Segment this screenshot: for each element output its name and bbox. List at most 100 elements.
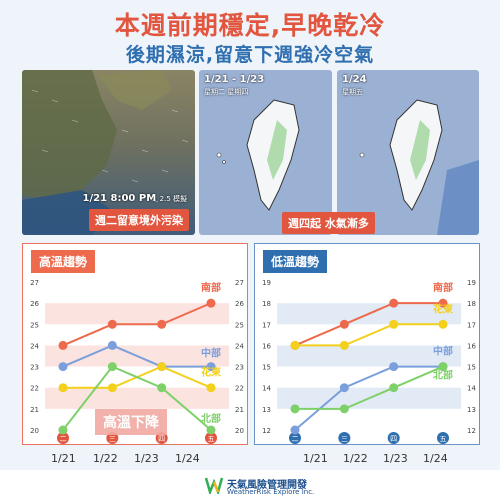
weekday-marker — [338, 432, 351, 444]
series-line — [62, 344, 211, 368]
rain-map-panel-1: 1/21 - 1/23 星期二 星期四 — [199, 70, 332, 235]
data-point — [389, 383, 399, 393]
date-label: 1/22 — [93, 452, 118, 465]
data-point — [389, 298, 399, 308]
data-point — [157, 319, 167, 329]
subtitle: 後期濕涼,留意下週強冷空氣 — [125, 44, 375, 66]
y-tick-label: 23 — [235, 364, 244, 372]
data-point — [206, 362, 216, 372]
y-tick-label: 18 — [467, 300, 476, 308]
data-point — [290, 404, 300, 414]
y-tick-label: 21 — [30, 406, 39, 414]
weekday-label: 三 — [341, 435, 348, 443]
weekday-label: 二 — [60, 435, 67, 443]
high-temp-title: 高溫趨勢 — [31, 250, 96, 273]
low-temp-plot: 12 12 13 13 14 14 15 15 16 16 17 17 18 18 19 19 二 三 四 五 南部花東… — [262, 279, 476, 444]
y-tick-label: 22 — [235, 385, 244, 393]
data-point — [58, 383, 68, 393]
main-title: 本週前期穩定,早晚乾冷 — [114, 11, 386, 40]
data-point — [339, 383, 349, 393]
date-label: 1/22 — [343, 452, 368, 465]
y-tick-label: 24 — [235, 342, 244, 350]
grid-band — [45, 303, 229, 325]
data-point — [339, 319, 349, 329]
high-temp-chart: 20 20 21 21 22 22 23 23 24 24 25 25 26 26 27 27 二 三 四 五 南部 中部… — [22, 243, 248, 445]
y-tick-label: 22 — [30, 385, 39, 393]
data-point — [206, 298, 216, 308]
data-point — [58, 425, 68, 435]
data-point — [58, 340, 68, 350]
weekday-marker — [57, 432, 69, 444]
weekday-label: 三 — [109, 435, 116, 443]
y-tick-label: 14 — [262, 385, 271, 393]
date-label: 1/21 — [51, 452, 76, 465]
series-label: 花東 — [201, 366, 221, 379]
y-tick-label: 25 — [30, 321, 39, 329]
data-point — [389, 319, 399, 329]
y-tick-label: 19 — [262, 279, 271, 287]
weekday-label: 二 — [292, 435, 299, 443]
grid-band — [45, 387, 229, 409]
y-tick-label: 27 — [235, 279, 244, 287]
data-point — [58, 362, 68, 372]
brand-logo-icon — [205, 477, 223, 494]
y-tick-label: 26 — [235, 300, 244, 308]
data-point — [157, 362, 167, 372]
series-label: 中部 — [201, 347, 221, 360]
weekday-marker — [289, 432, 301, 444]
y-tick-label: 16 — [262, 342, 271, 350]
date-label: 1/23 — [134, 452, 159, 465]
data-point — [107, 362, 117, 372]
weekday-label: 五 — [208, 435, 215, 443]
weekday-marker — [205, 432, 217, 444]
y-tick-label: 23 — [30, 364, 39, 372]
pollution-map-time: 1/21 8:00 PM 2.5 模擬 — [82, 193, 188, 204]
date-label: 1/23 — [383, 452, 408, 465]
data-point — [290, 340, 300, 350]
y-tick-label: 13 — [262, 406, 271, 414]
date-label: 1/21 — [303, 452, 328, 465]
data-point — [438, 362, 448, 372]
moisture-caption: 週四起 水氣漸多 — [282, 212, 375, 234]
brand-name: 天氣風險管理開發 — [227, 480, 307, 491]
series-line — [295, 323, 443, 347]
high-temp-plot: 20 20 21 21 22 22 23 23 24 24 25 25 26 26 27 27 二 三 四 五 南部中部… — [30, 279, 244, 444]
data-point — [157, 383, 167, 393]
data-point — [107, 319, 117, 329]
rain-map-panel-2: 1/24 星期五 — [337, 70, 479, 235]
rain-map-1-dates: 1/21 - 1/23 星期二 星期四 — [204, 74, 265, 96]
low-temp-chart: 12 12 13 13 14 14 15 15 16 16 17 17 18 18 19 19 二 三 四 五 南部 花東… — [254, 243, 480, 445]
rain-map-2-dates: 1/24 星期五 — [342, 74, 367, 96]
series-label: 南部 — [201, 281, 221, 294]
date-label: 1/24 — [423, 452, 448, 465]
data-point — [339, 404, 349, 414]
data-point — [107, 383, 117, 393]
pollution-map-panel: 1/21 8:00 PM 2.5 模擬 週二留意境外污染 — [22, 70, 195, 235]
y-tick-label: 26 — [30, 300, 39, 308]
y-tick-label: 15 — [262, 364, 271, 372]
y-tick-label: 21 — [235, 406, 244, 414]
y-tick-label: 27 — [30, 279, 39, 287]
weekday-marker — [155, 432, 168, 444]
series-line — [62, 302, 212, 347]
y-tick-label: 15 — [467, 364, 476, 372]
series-label: 北部 — [433, 369, 453, 382]
series-line — [294, 302, 443, 347]
high-temp-annotation: 高溫下降 — [95, 409, 167, 435]
y-tick-label: 17 — [262, 321, 271, 329]
data-point — [206, 425, 216, 435]
taiwan-map-graphic-2 — [359, 99, 479, 235]
y-tick-label: 17 — [467, 321, 476, 329]
y-tick-label: 18 — [262, 300, 271, 308]
weekday-marker — [106, 432, 119, 444]
series-line — [295, 365, 444, 410]
pollution-caption: 週二留意境外污染 — [89, 209, 189, 231]
low-temp-title: 低溫趨勢 — [263, 250, 328, 273]
weekday-label: 五 — [440, 435, 447, 443]
y-tick-label: 12 — [262, 427, 271, 435]
data-point — [290, 425, 300, 435]
y-tick-label: 24 — [30, 342, 39, 350]
y-tick-label: 14 — [467, 385, 476, 393]
weekday-marker — [387, 432, 400, 444]
data-point — [107, 340, 117, 350]
